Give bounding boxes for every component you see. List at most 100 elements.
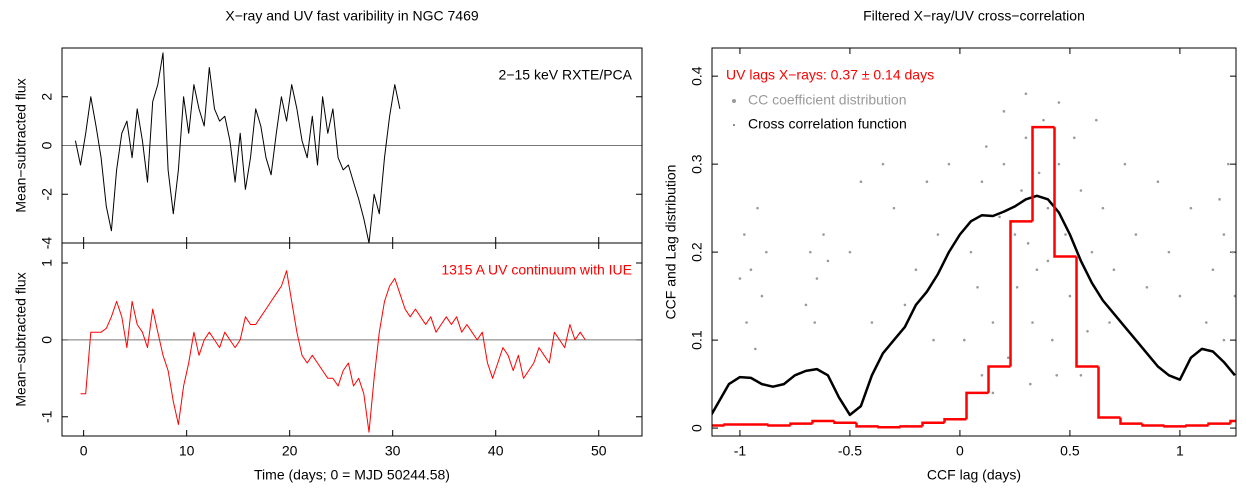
scatter-point <box>1068 294 1072 298</box>
y-tick-label: -2 <box>39 188 55 201</box>
y-tick-label: 0.3 <box>689 154 705 174</box>
scatter-point <box>1037 171 1041 175</box>
scatter-point <box>749 268 753 272</box>
scatter-point <box>1002 110 1006 113</box>
x-tick-label: 0 <box>956 443 964 459</box>
y-tick-label: 0.4 <box>689 66 705 86</box>
scatter-point <box>745 321 748 324</box>
scatter-point <box>1079 373 1083 377</box>
scatter-point <box>1112 268 1116 272</box>
scatter-point <box>1108 321 1111 324</box>
y-tick-label: 0 <box>39 141 55 149</box>
plot-frame <box>711 47 1237 437</box>
histogram-step <box>855 422 879 428</box>
y-axis-label: Mean−subtracted flux <box>13 272 29 406</box>
scatter-point <box>936 233 940 236</box>
data-line <box>80 270 586 433</box>
histogram-step <box>965 391 989 420</box>
scatter-point <box>903 303 907 307</box>
annotation: 1315 A UV continuum with IUE <box>441 262 632 278</box>
scatter-point <box>892 206 896 210</box>
histogram-step <box>1119 417 1143 425</box>
scatter-point <box>1189 206 1193 210</box>
scatter-point <box>1002 162 1006 166</box>
scatter-point <box>1026 242 1030 245</box>
chart-title: Filtered X−ray/UV cross−correlation <box>863 8 1085 24</box>
y-axis-label: Mean−subtracted flux <box>13 78 29 212</box>
x-tick-label: 10 <box>179 443 195 459</box>
scatter-point <box>870 321 874 324</box>
scatter-point <box>1073 136 1076 140</box>
x-axis-label: Time (days; 0 = MJD 50244.58) <box>254 467 450 483</box>
y-tick-label: 1 <box>39 259 55 267</box>
scatter-point <box>1218 198 1221 201</box>
scatter-point <box>1024 136 1028 140</box>
scatter-point <box>1123 162 1127 166</box>
scatter-point <box>1231 250 1235 254</box>
scatter-point <box>1031 321 1034 324</box>
scatter-point <box>859 180 863 184</box>
annotation: 2−15 keV RXTE/PCA <box>499 67 633 83</box>
x-tick-label: 1 <box>1176 443 1184 459</box>
scatter-point <box>1079 189 1083 192</box>
plot-area <box>712 92 1236 429</box>
y-tick-label: -1 <box>39 410 55 423</box>
scatter-point <box>963 338 966 342</box>
annotation: UV lags X−rays: 0.37 ± 0.14 days <box>726 67 934 83</box>
scatter-point <box>991 391 995 395</box>
scatter-point <box>813 321 817 324</box>
plot-area <box>62 52 642 243</box>
histogram-step <box>811 419 835 424</box>
scatter-point <box>809 250 812 254</box>
histogram-step <box>1009 220 1033 367</box>
histogram-step <box>833 421 857 425</box>
scatter-point <box>826 259 830 263</box>
scatter-point <box>760 294 764 298</box>
scatter-point <box>947 162 951 166</box>
x-tick-label: 40 <box>488 443 504 459</box>
scatter-point <box>1024 92 1028 96</box>
histogram-step <box>1097 366 1121 419</box>
scatter-point <box>1233 294 1236 298</box>
scatter-point <box>1057 162 1061 166</box>
histogram-step <box>789 422 813 426</box>
legend-marker <box>732 99 736 103</box>
y-tick-label: 0.1 <box>689 330 705 350</box>
scatter-point <box>1101 206 1105 210</box>
scatter-point <box>980 180 984 184</box>
scatter-point <box>1051 338 1054 342</box>
scatter-point <box>1178 294 1182 298</box>
scatter-point <box>1222 338 1226 342</box>
y-tick-label: 0 <box>39 336 55 344</box>
y-tick-label: 0.2 <box>689 242 705 262</box>
scatter-point <box>980 373 984 377</box>
scatter-point <box>743 233 746 236</box>
plot-frame <box>61 242 643 437</box>
scatter-point <box>976 286 979 289</box>
scatter-point <box>1013 233 1017 236</box>
scatter-point <box>1086 330 1089 333</box>
scatter-point <box>1145 286 1149 289</box>
scatter-point <box>1167 250 1171 254</box>
plot-area <box>62 270 642 433</box>
scatter-point <box>815 277 819 280</box>
scatter-point <box>1090 250 1094 254</box>
histogram-step <box>899 425 923 428</box>
scatter-point <box>1015 286 1019 289</box>
x-axis-label: CCF lag (days) <box>927 467 1021 483</box>
scatter-point <box>1046 259 1050 263</box>
histogram-step <box>1163 425 1187 428</box>
y-axis-label: CCF and Lag distribution <box>663 165 679 320</box>
scatter-point <box>756 206 759 210</box>
data-line <box>74 52 401 243</box>
histogram-step <box>943 418 967 423</box>
legend-label: CC coefficient distribution <box>748 92 906 108</box>
scatter-point <box>848 250 852 254</box>
x-tick-label: 20 <box>282 443 298 459</box>
scatter-point <box>1035 268 1039 272</box>
scatter-point <box>1042 118 1045 122</box>
scatter-point <box>1134 233 1138 236</box>
histogram-step <box>1141 423 1165 427</box>
